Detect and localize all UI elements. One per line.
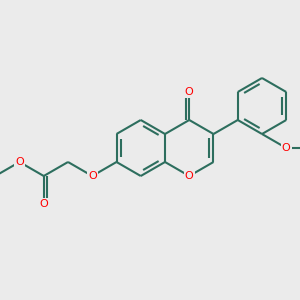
- Text: O: O: [282, 143, 291, 153]
- Text: O: O: [88, 171, 97, 181]
- Text: O: O: [185, 171, 194, 181]
- Text: O: O: [39, 199, 48, 209]
- Text: O: O: [15, 157, 24, 167]
- Text: O: O: [185, 87, 194, 97]
